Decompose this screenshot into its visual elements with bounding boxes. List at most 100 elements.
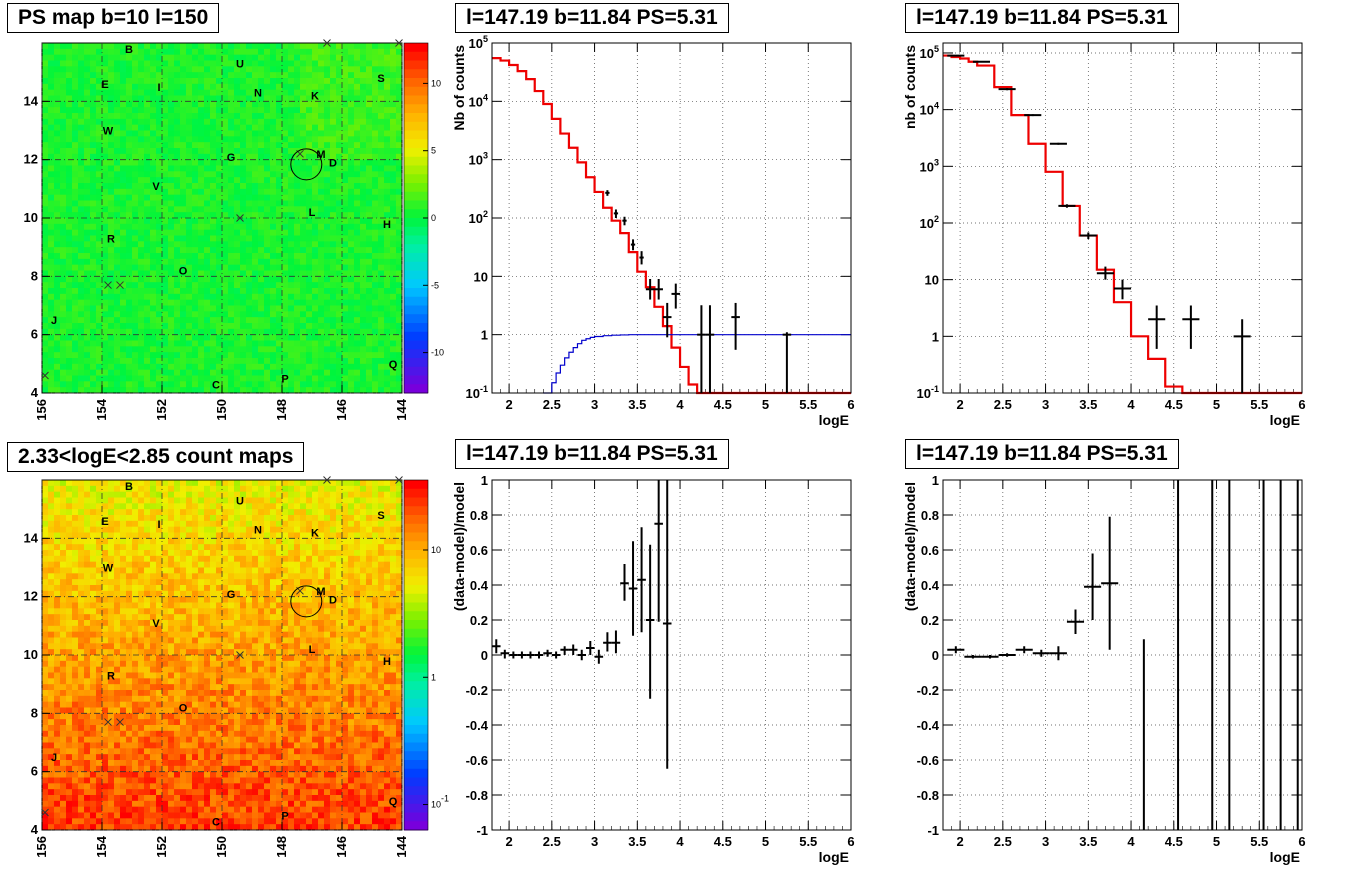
map-cell <box>288 346 294 352</box>
map-cell <box>102 737 108 743</box>
map-cell <box>96 778 102 784</box>
map-cell <box>198 119 204 125</box>
map-cell <box>228 49 234 55</box>
map-cell <box>96 224 102 230</box>
map-cell <box>66 748 72 754</box>
map-cell <box>78 789 84 795</box>
map-cell <box>42 78 48 84</box>
map-cell <box>162 113 168 119</box>
map-cell <box>60 66 66 72</box>
map-cell <box>114 61 120 67</box>
colorbar-step <box>404 122 428 131</box>
colorbar-tick-label: -10 <box>431 348 444 358</box>
map-cell <box>174 329 180 335</box>
map-cell <box>126 206 132 212</box>
map-cell <box>138 276 144 282</box>
map-cell <box>114 690 120 696</box>
map-cell <box>150 271 156 277</box>
map-cell <box>72 335 78 341</box>
map-cell <box>132 684 138 690</box>
map-cell <box>42 72 48 78</box>
map-cell <box>354 90 360 96</box>
map-cell <box>240 119 246 125</box>
map-cell <box>246 294 252 300</box>
map-cell <box>216 61 222 67</box>
map-cell <box>72 737 78 743</box>
map-cell <box>84 189 90 195</box>
map-cell <box>144 708 150 714</box>
map-cell <box>204 171 210 177</box>
map-cell <box>54 352 60 358</box>
map-cell <box>342 317 348 323</box>
map-cell <box>78 206 84 212</box>
map-cell <box>150 655 156 661</box>
map-cell <box>42 247 48 253</box>
map-cell <box>240 154 246 160</box>
map-cell <box>144 387 150 393</box>
map-cell <box>336 49 342 55</box>
map-cell <box>288 224 294 230</box>
map-cell <box>246 107 252 113</box>
map-cell <box>174 206 180 212</box>
map-cell <box>126 521 132 527</box>
map-cell <box>234 370 240 376</box>
map-cell <box>318 107 324 113</box>
map-cell <box>390 84 396 90</box>
map-cell <box>138 329 144 335</box>
map-cell <box>198 136 204 142</box>
map-cell <box>276 352 282 358</box>
map-cell <box>114 177 120 183</box>
map-cell <box>348 265 354 271</box>
map-cell <box>210 201 216 207</box>
map-cell <box>270 148 276 154</box>
map-cell <box>390 352 396 358</box>
map-cell <box>60 306 66 312</box>
map-cell <box>330 66 336 72</box>
map-cell <box>120 527 126 533</box>
map-cell <box>360 329 366 335</box>
map-cell <box>240 206 246 212</box>
map-cell <box>360 352 366 358</box>
map-cell <box>360 317 366 323</box>
map-cell <box>84 346 90 352</box>
map-cell <box>372 61 378 67</box>
map-cell <box>168 247 174 253</box>
map-cell <box>354 247 360 253</box>
map-cell <box>120 544 126 550</box>
map-cell <box>156 101 162 107</box>
map-cell <box>78 113 84 119</box>
map-cell <box>162 177 168 183</box>
map-cell <box>312 241 318 247</box>
map-cell <box>150 370 156 376</box>
map-cell <box>264 43 270 49</box>
map-cell <box>120 136 126 142</box>
map-cell <box>108 743 114 749</box>
map-cell <box>150 230 156 236</box>
map-cell <box>246 206 252 212</box>
map-cell <box>48 101 54 107</box>
map-cell <box>66 107 72 113</box>
map-cell <box>144 795 150 801</box>
map-cell <box>132 66 138 72</box>
map-cell <box>270 370 276 376</box>
map-cell <box>102 544 108 550</box>
map-cell <box>258 335 264 341</box>
map-cell <box>102 335 108 341</box>
source-label: N <box>254 88 262 100</box>
map-cell <box>318 276 324 282</box>
map-cell <box>120 101 126 107</box>
map-cell <box>264 206 270 212</box>
map-cell <box>150 515 156 521</box>
map-cell <box>384 329 390 335</box>
map-cell <box>90 673 96 679</box>
map-cell <box>138 352 144 358</box>
map-cell <box>366 154 372 160</box>
map-cell <box>144 107 150 113</box>
map-cell <box>276 276 282 282</box>
source-label: I <box>157 82 160 94</box>
map-cell <box>114 125 120 131</box>
map-cell <box>84 562 90 568</box>
map-cell <box>246 282 252 288</box>
map-cell <box>240 370 246 376</box>
map-cell <box>66 381 72 387</box>
